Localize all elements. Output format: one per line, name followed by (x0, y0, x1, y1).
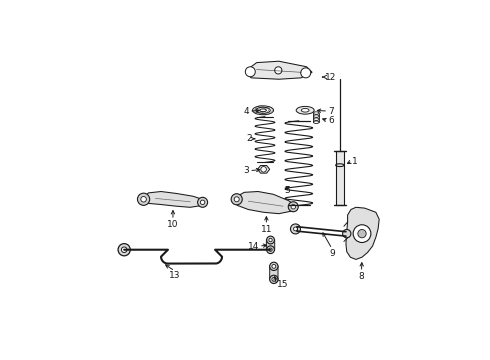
FancyBboxPatch shape (267, 239, 275, 251)
Circle shape (272, 264, 276, 268)
Circle shape (122, 247, 127, 252)
FancyBboxPatch shape (270, 266, 278, 280)
Text: 14: 14 (247, 242, 259, 251)
Polygon shape (142, 192, 204, 207)
Text: 9: 9 (329, 249, 335, 258)
Circle shape (272, 278, 276, 281)
Circle shape (141, 197, 147, 202)
Circle shape (200, 200, 205, 204)
Text: 7: 7 (328, 107, 334, 116)
FancyBboxPatch shape (336, 151, 343, 205)
Text: 2: 2 (246, 134, 252, 143)
Circle shape (301, 68, 311, 78)
Text: 1: 1 (352, 157, 358, 166)
Polygon shape (245, 61, 312, 79)
Text: 4: 4 (244, 107, 249, 116)
Circle shape (231, 194, 242, 205)
Circle shape (291, 224, 300, 234)
Circle shape (261, 167, 267, 172)
Circle shape (269, 248, 272, 251)
Text: 13: 13 (169, 271, 181, 280)
Circle shape (275, 67, 282, 74)
Circle shape (291, 204, 295, 209)
Circle shape (118, 244, 130, 256)
Circle shape (353, 225, 371, 243)
Ellipse shape (301, 108, 309, 112)
Text: 11: 11 (261, 225, 272, 234)
Polygon shape (258, 166, 270, 173)
Text: 12: 12 (325, 72, 337, 81)
Text: 10: 10 (167, 220, 179, 229)
Text: 5: 5 (284, 186, 290, 195)
Circle shape (343, 229, 351, 238)
Circle shape (294, 227, 297, 231)
Polygon shape (346, 207, 379, 260)
Circle shape (138, 193, 149, 205)
Ellipse shape (296, 107, 314, 114)
Text: 8: 8 (359, 272, 365, 281)
Polygon shape (235, 192, 295, 214)
Circle shape (288, 202, 298, 212)
Circle shape (234, 197, 239, 202)
Circle shape (270, 275, 278, 284)
Circle shape (269, 238, 272, 242)
Circle shape (267, 246, 274, 253)
Circle shape (245, 67, 255, 77)
Circle shape (270, 262, 278, 270)
Circle shape (267, 236, 274, 244)
Text: 15: 15 (277, 280, 288, 289)
Circle shape (358, 229, 366, 238)
Text: 3: 3 (244, 166, 249, 175)
Circle shape (197, 197, 208, 207)
Text: 6: 6 (328, 116, 334, 125)
